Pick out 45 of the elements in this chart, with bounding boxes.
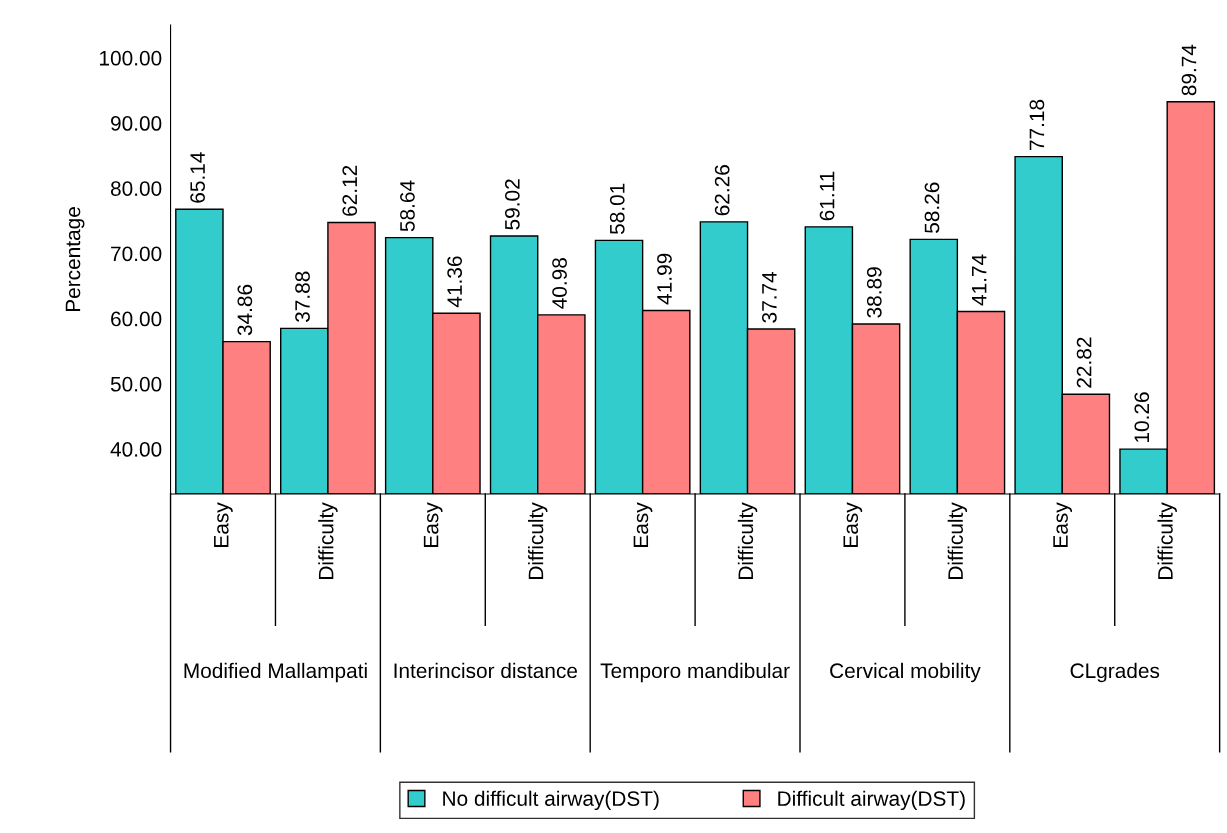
- data-label: 10.26: [1134, 392, 1150, 442]
- text: 90.00: [111, 116, 162, 131]
- text: 80.00: [110, 181, 162, 196]
- x-tick-label: Difficulty: [528, 502, 548, 579]
- data-label: 22.82: [1076, 337, 1092, 388]
- x-tick-label: Difficulty: [947, 502, 968, 579]
- y-axis-title: Percentage: [65, 207, 85, 312]
- data-label: 65.14: [190, 152, 205, 203]
- x-tick-label: Easy: [1053, 502, 1072, 547]
- data-label: 58.64: [400, 180, 415, 232]
- text: Temporo mandibular: [600, 662, 790, 683]
- legend-label: Difficult airway(DST): [778, 790, 965, 811]
- data-label: 89.74: [1181, 44, 1197, 96]
- data-label: 58.01: [609, 183, 625, 235]
- x-tick-label: Easy: [214, 502, 233, 547]
- data-label: 41.74: [972, 254, 987, 306]
- text: CLgrades: [1070, 662, 1160, 683]
- data-label: 41.36: [447, 256, 463, 308]
- data-label: 61.11: [819, 171, 835, 221]
- text: Interincisor distance: [394, 662, 577, 679]
- x-tick-label: Difficulty: [737, 502, 758, 579]
- data-label: 34.86: [237, 284, 253, 336]
- text: 50.00: [110, 376, 162, 392]
- x-tick-label: Easy: [423, 502, 443, 547]
- data-label: 40.98: [552, 258, 567, 309]
- data-label: 38.89: [866, 267, 882, 318]
- x-tick-label: Easy: [843, 502, 863, 547]
- data-label: 62.26: [714, 165, 730, 216]
- x-tick-label: Difficulty: [318, 502, 338, 579]
- text: 100.00: [100, 50, 162, 66]
- text: Cervical mobility: [830, 662, 981, 683]
- data-label: 37.88: [295, 271, 310, 323]
- text: 70.00: [111, 246, 162, 262]
- data-label: 62.12: [342, 165, 358, 216]
- data-label: 37.74: [761, 271, 777, 323]
- legend-label: No difficult airway(DST): [443, 790, 659, 811]
- text: 40.00: [110, 442, 162, 457]
- text: Modified Mallampati: [184, 662, 367, 683]
- data-label: 58.26: [924, 182, 940, 233]
- x-tick-label: Easy: [633, 502, 653, 547]
- data-label: 77.18: [1029, 99, 1045, 151]
- text: 60.00: [111, 311, 162, 327]
- data-label: 59.02: [504, 179, 520, 230]
- data-label: 41.99: [657, 253, 672, 305]
- x-tick-label: Difficulty: [1157, 502, 1177, 579]
